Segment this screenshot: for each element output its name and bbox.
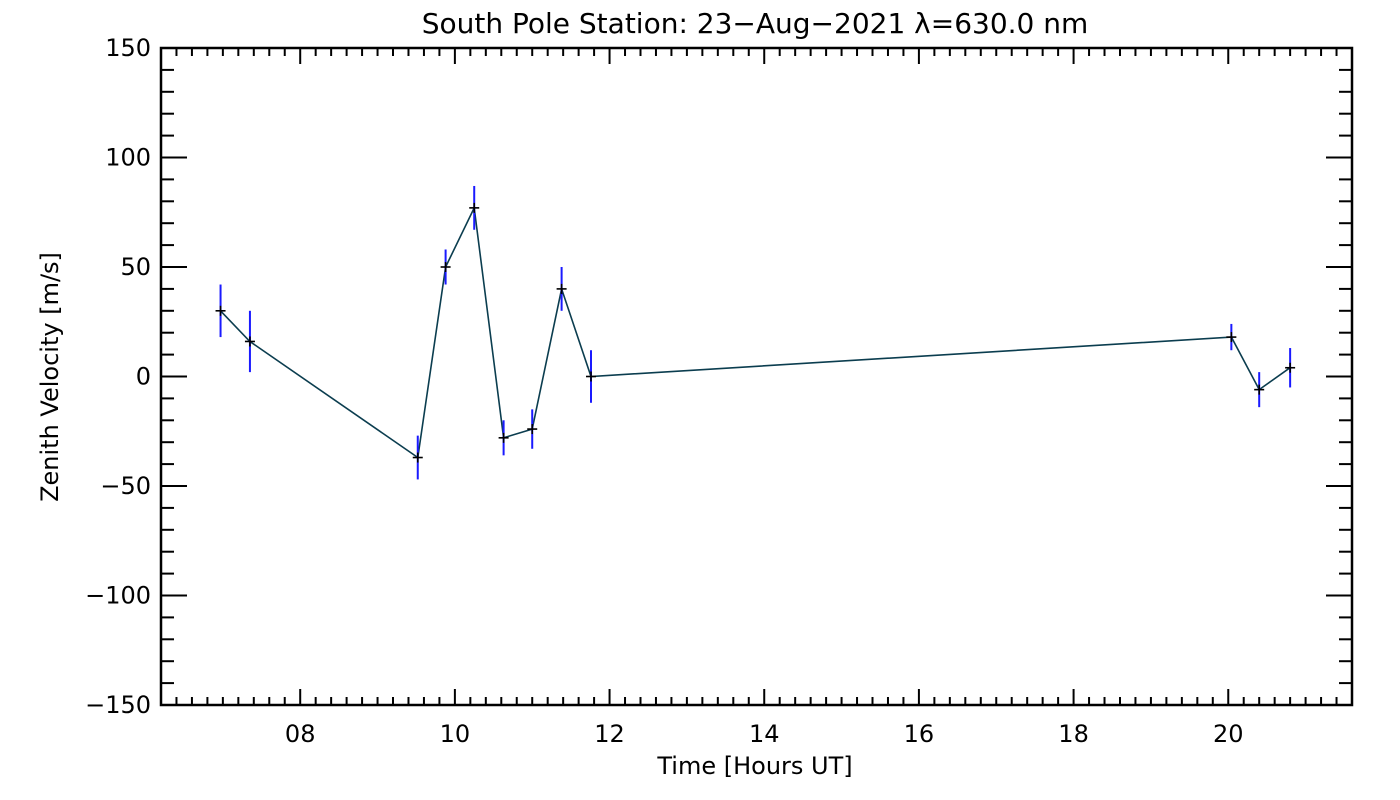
data-point-marker (469, 202, 480, 213)
data-point-marker (527, 424, 538, 435)
axis-ticks (160, 47, 1353, 706)
x-axis-label: Time [Hours UT] (656, 752, 852, 780)
y-tick-label: 100 (105, 144, 151, 172)
data-point-marker (1285, 362, 1296, 373)
x-tick-label: 08 (285, 720, 316, 748)
x-tick-label: 12 (594, 720, 625, 748)
x-tick-label: 16 (904, 720, 935, 748)
x-tick-label: 18 (1058, 720, 1089, 748)
y-tick-label: −50 (100, 472, 151, 500)
y-tick-label: 150 (105, 34, 151, 62)
axis-tick-labels: 08 10 12 14 16 18 20 150 100 50 0 −50 −100 −150 (85, 34, 1243, 748)
data-point-marker (215, 305, 226, 316)
data-point-marker (412, 452, 423, 463)
data-point-marker (556, 283, 567, 294)
y-tick-label: 50 (120, 253, 151, 281)
series-line (219, 205, 1291, 459)
data-point-marker (244, 336, 255, 347)
y-axis-label: Zenith Velocity [m/s] (36, 252, 64, 502)
chart-title: South Pole Station: 23−Aug−2021 λ=630.0 … (422, 7, 1089, 40)
y-tick-label: −100 (85, 582, 151, 610)
data-series (215, 185, 1296, 480)
x-tick-label: 20 (1213, 720, 1244, 748)
y-tick-label: −150 (85, 691, 151, 719)
data-point-marker (1254, 384, 1265, 395)
y-tick-label: 0 (136, 363, 151, 391)
data-point-marker (585, 371, 596, 382)
x-tick-label: 10 (440, 720, 471, 748)
data-point-marker (498, 432, 509, 443)
plot-frame (159, 46, 1354, 707)
data-point-marker (440, 262, 451, 272)
x-tick-label: 14 (749, 720, 780, 748)
data-point-marker (1226, 332, 1237, 343)
